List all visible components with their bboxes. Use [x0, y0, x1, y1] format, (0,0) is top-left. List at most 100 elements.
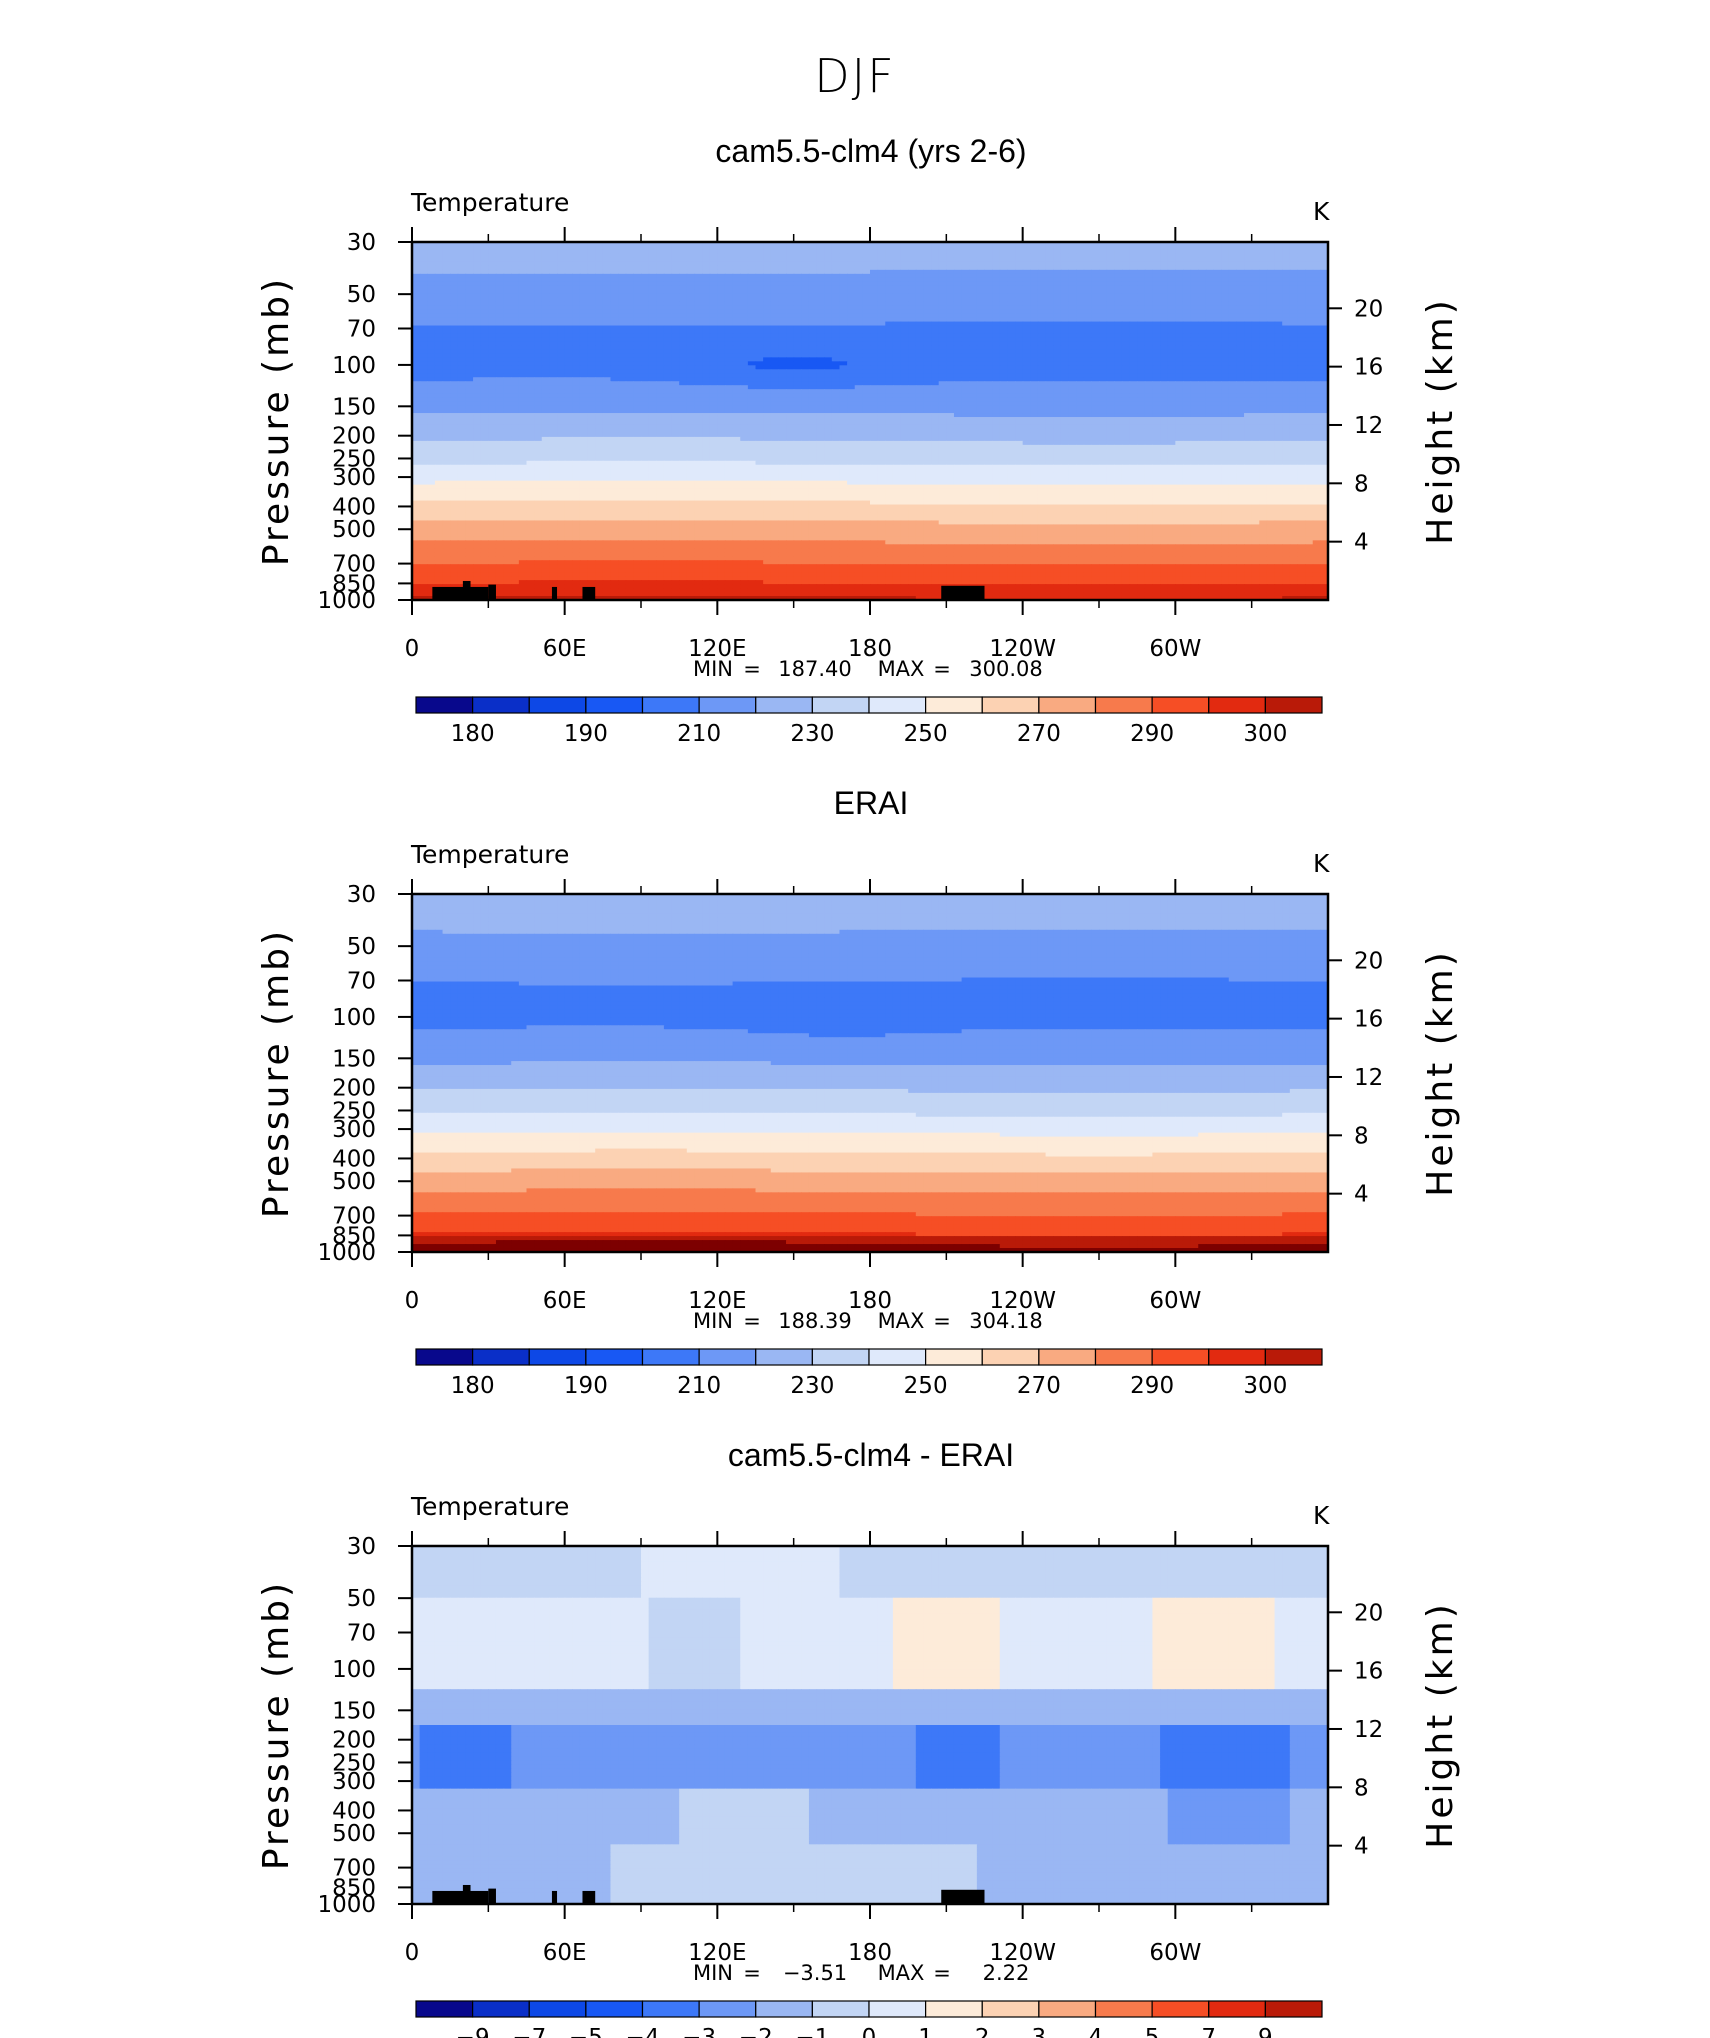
field-cell: [1030, 302, 1038, 307]
field-cell: [832, 341, 840, 346]
field-cell: [565, 274, 573, 279]
field-cell: [1007, 262, 1015, 267]
field-cell: [1107, 306, 1115, 311]
field-cell: [519, 357, 527, 362]
field-cell: [1206, 294, 1214, 299]
field-cell: [801, 310, 809, 315]
field-cell: [1229, 278, 1237, 283]
field-cell: [969, 314, 977, 319]
field-cell: [1191, 341, 1199, 346]
field-cell: [504, 330, 512, 335]
field-cell: [1084, 290, 1092, 295]
field-cell: [878, 250, 886, 255]
field-cell: [1297, 286, 1305, 291]
field-cell: [1007, 353, 1015, 358]
field-cell: [427, 258, 435, 263]
field-cell: [1168, 246, 1176, 251]
field-cell: [839, 254, 847, 259]
field-cell: [488, 274, 496, 279]
field-cell: [649, 282, 657, 287]
field-cell: [778, 310, 786, 315]
field-cell: [1236, 290, 1244, 295]
field-cell: [1091, 341, 1099, 346]
field-cell: [1244, 250, 1252, 255]
field-cell: [916, 326, 924, 331]
field-cell: [549, 337, 557, 342]
field-cell: [946, 254, 954, 259]
field-cell: [1076, 302, 1084, 307]
field-cell: [1229, 326, 1237, 331]
field-cell: [549, 250, 557, 255]
field-cell: [878, 353, 886, 358]
field-cell: [839, 369, 847, 374]
field-cell: [1137, 310, 1145, 315]
field-cell: [511, 341, 519, 346]
field-cell: [565, 270, 573, 275]
field-cell: [1313, 314, 1321, 319]
field-cell: [1068, 349, 1076, 354]
field-cell: [488, 357, 496, 362]
field-cell: [1145, 246, 1153, 251]
field-cell: [931, 270, 939, 275]
field-cell: [1145, 326, 1153, 331]
field-cell: [885, 282, 893, 287]
field-cell: [1305, 318, 1313, 323]
field-cell: [725, 306, 733, 311]
field-cell: [1267, 262, 1275, 267]
field-cell: [588, 278, 596, 283]
field-cell: [1091, 266, 1099, 271]
field-cell: [557, 310, 565, 315]
field-cell: [672, 341, 680, 346]
field-cell: [969, 330, 977, 335]
field-cell: [465, 337, 473, 342]
field-cell: [702, 306, 710, 311]
field-cell: [1076, 341, 1084, 346]
field-cell: [1206, 357, 1214, 362]
field-cell: [1145, 337, 1153, 342]
field-cell: [1023, 246, 1031, 251]
field-cell: [1175, 345, 1183, 350]
field-cell: [511, 266, 519, 271]
field-cell: [839, 306, 847, 311]
field-cell: [481, 270, 489, 275]
field-cell: [496, 274, 504, 279]
field-cell: [717, 306, 725, 311]
field-cell: [733, 345, 741, 350]
field-cell: [1168, 258, 1176, 263]
field-cell: [1236, 302, 1244, 307]
field-cell: [511, 270, 519, 275]
field-cell: [427, 270, 435, 275]
field-cell: [1053, 365, 1061, 370]
field-cell: [702, 369, 710, 374]
field-cell: [870, 290, 878, 295]
field-cell: [1244, 286, 1252, 291]
field-cell: [1007, 298, 1015, 303]
field-cell: [710, 290, 718, 295]
field-cell: [778, 290, 786, 295]
field-cell: [794, 258, 802, 263]
field-cell: [1282, 266, 1290, 271]
field-cell: [1099, 365, 1107, 370]
field-cell: [862, 294, 870, 299]
field-cell: [931, 337, 939, 342]
field-cell: [481, 302, 489, 307]
field-cell: [504, 290, 512, 295]
field-cell: [641, 262, 649, 267]
field-cell: [534, 290, 542, 295]
field-cell: [450, 341, 458, 346]
field-cell: [633, 262, 641, 267]
field-cell: [717, 361, 725, 366]
field-cell: [1107, 294, 1115, 299]
field-cell: [923, 258, 931, 263]
field-cell: [504, 270, 512, 275]
field-cell: [870, 330, 878, 335]
field-cell: [801, 337, 809, 342]
field-cell: [931, 361, 939, 366]
field-cell: [626, 322, 634, 327]
field-cell: [1183, 322, 1191, 327]
field-cell: [481, 278, 489, 283]
field-cell: [496, 246, 504, 251]
field-cell: [801, 353, 809, 358]
field-cell: [1084, 246, 1092, 251]
field-cell: [832, 322, 840, 327]
